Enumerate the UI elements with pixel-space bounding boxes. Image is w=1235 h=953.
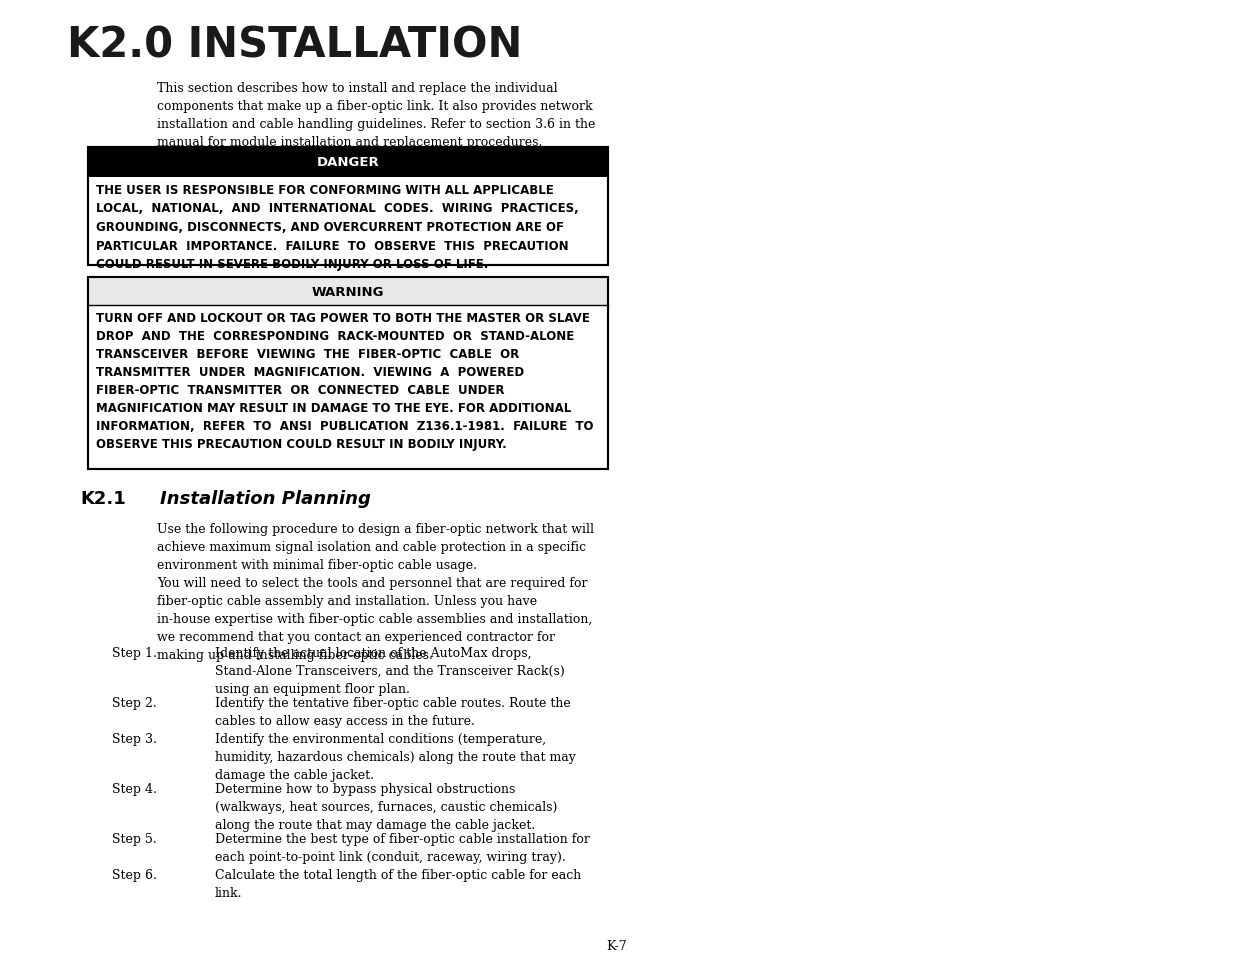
Text: This section describes how to install and replace the individual
components that: This section describes how to install an… bbox=[157, 82, 595, 149]
Text: Step 3.: Step 3. bbox=[112, 732, 157, 745]
Bar bbox=[88, 148, 608, 178]
Text: Use the following procedure to design a fiber-optic network that will
achieve ma: Use the following procedure to design a … bbox=[157, 522, 594, 572]
Text: WARNING: WARNING bbox=[311, 285, 384, 298]
Bar bbox=[88, 277, 608, 470]
Bar bbox=[88, 148, 608, 266]
Text: Step 4.: Step 4. bbox=[112, 782, 157, 795]
Bar bbox=[88, 277, 608, 306]
Bar bbox=[88, 277, 608, 470]
Text: Identify the tentative fiber-optic cable routes. Route the
cables to allow easy : Identify the tentative fiber-optic cable… bbox=[215, 697, 571, 727]
Text: You will need to select the tools and personnel that are required for
fiber-opti: You will need to select the tools and pe… bbox=[157, 577, 593, 661]
Text: Identify the environmental conditions (temperature,
humidity, hazardous chemical: Identify the environmental conditions (t… bbox=[215, 732, 576, 781]
Text: Step 6.: Step 6. bbox=[112, 868, 157, 882]
Text: Determine how to bypass physical obstructions
(walkways, heat sources, furnaces,: Determine how to bypass physical obstruc… bbox=[215, 782, 557, 831]
Text: THE USER IS RESPONSIBLE FOR CONFORMING WITH ALL APPLICABLE
LOCAL,  NATIONAL,  AN: THE USER IS RESPONSIBLE FOR CONFORMING W… bbox=[96, 184, 579, 271]
Text: TURN OFF AND LOCKOUT OR TAG POWER TO BOTH THE MASTER OR SLAVE
DROP  AND  THE  CO: TURN OFF AND LOCKOUT OR TAG POWER TO BOT… bbox=[96, 312, 594, 451]
Text: Calculate the total length of the fiber-optic cable for each
link.: Calculate the total length of the fiber-… bbox=[215, 868, 582, 899]
Text: DANGER: DANGER bbox=[316, 156, 379, 170]
Text: Identify the actual location of the AutoMax drops,
Stand-Alone Transceivers, and: Identify the actual location of the Auto… bbox=[215, 646, 564, 696]
Text: Step 2.: Step 2. bbox=[112, 697, 157, 709]
Text: K2.1: K2.1 bbox=[80, 490, 126, 507]
Text: Step 5.: Step 5. bbox=[112, 832, 157, 845]
Text: Installation Planning: Installation Planning bbox=[161, 490, 370, 507]
Text: K2.0 INSTALLATION: K2.0 INSTALLATION bbox=[67, 25, 522, 67]
Text: Determine the best type of fiber-optic cable installation for
each point-to-poin: Determine the best type of fiber-optic c… bbox=[215, 832, 590, 863]
Bar bbox=[88, 148, 608, 266]
Text: Step 1.: Step 1. bbox=[112, 646, 157, 659]
Text: K-7: K-7 bbox=[606, 939, 627, 952]
